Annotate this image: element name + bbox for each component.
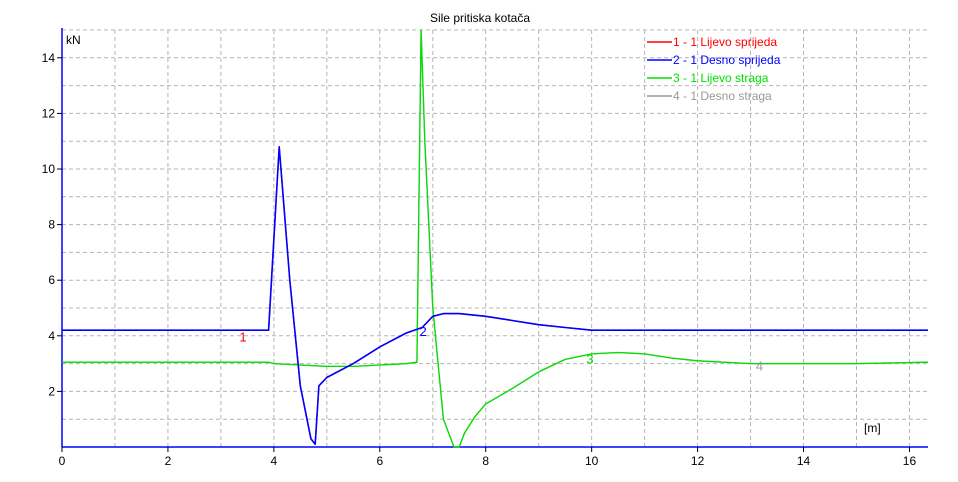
chart-title: Sile pritiska kotača: [430, 11, 530, 25]
series-line-1: [62, 146, 928, 445]
series-label-2: 2: [420, 324, 427, 339]
y-axis-label: kN: [66, 33, 81, 47]
y-tick-label: 12: [42, 106, 56, 120]
y-tick-label: 8: [48, 218, 55, 232]
series-line-4: [62, 29, 929, 448]
legend: 1 - 1 Lijevo sprijeda 2 - 1 Desno sprijed…: [647, 35, 781, 103]
y-tick-label: 4: [48, 329, 55, 343]
x-tick-label: 14: [797, 454, 811, 468]
legend-label-1: 1 - 1 Lijevo sprijeda: [673, 35, 777, 49]
series-labels: 1 2 3 4: [239, 324, 763, 374]
series-label-3: 3: [586, 352, 593, 367]
series-line-2: [62, 146, 928, 446]
y-tick-label: 2: [48, 384, 55, 398]
series-line-3: [62, 29, 929, 448]
legend-label-4: 4 - 1 Desno straga: [673, 89, 772, 103]
y-tick-label: 10: [42, 162, 56, 176]
series-lines: [62, 29, 929, 448]
series-label-4: 4: [756, 359, 763, 374]
x-tick-label: 16: [903, 454, 917, 468]
legend-label-3: 3 - 1 Lijevo straga: [673, 71, 769, 85]
x-tick-label: 0: [59, 454, 66, 468]
grid: [62, 29, 928, 447]
axes: [57, 28, 928, 452]
series-label-1: 1: [239, 329, 246, 344]
x-tick-label: 6: [376, 454, 383, 468]
x-tick-label: 2: [165, 454, 172, 468]
legend-label-2: 2 - 1 Desno sprijeda: [673, 53, 781, 67]
x-tick-label: 8: [482, 454, 489, 468]
y-tick-label: 6: [48, 273, 55, 287]
x-axis-label: [m]: [864, 421, 881, 435]
x-tick-label: 4: [271, 454, 278, 468]
x-tick-label: 10: [585, 454, 599, 468]
x-tick-label: 12: [691, 454, 705, 468]
y-tick-label: 14: [42, 51, 56, 65]
